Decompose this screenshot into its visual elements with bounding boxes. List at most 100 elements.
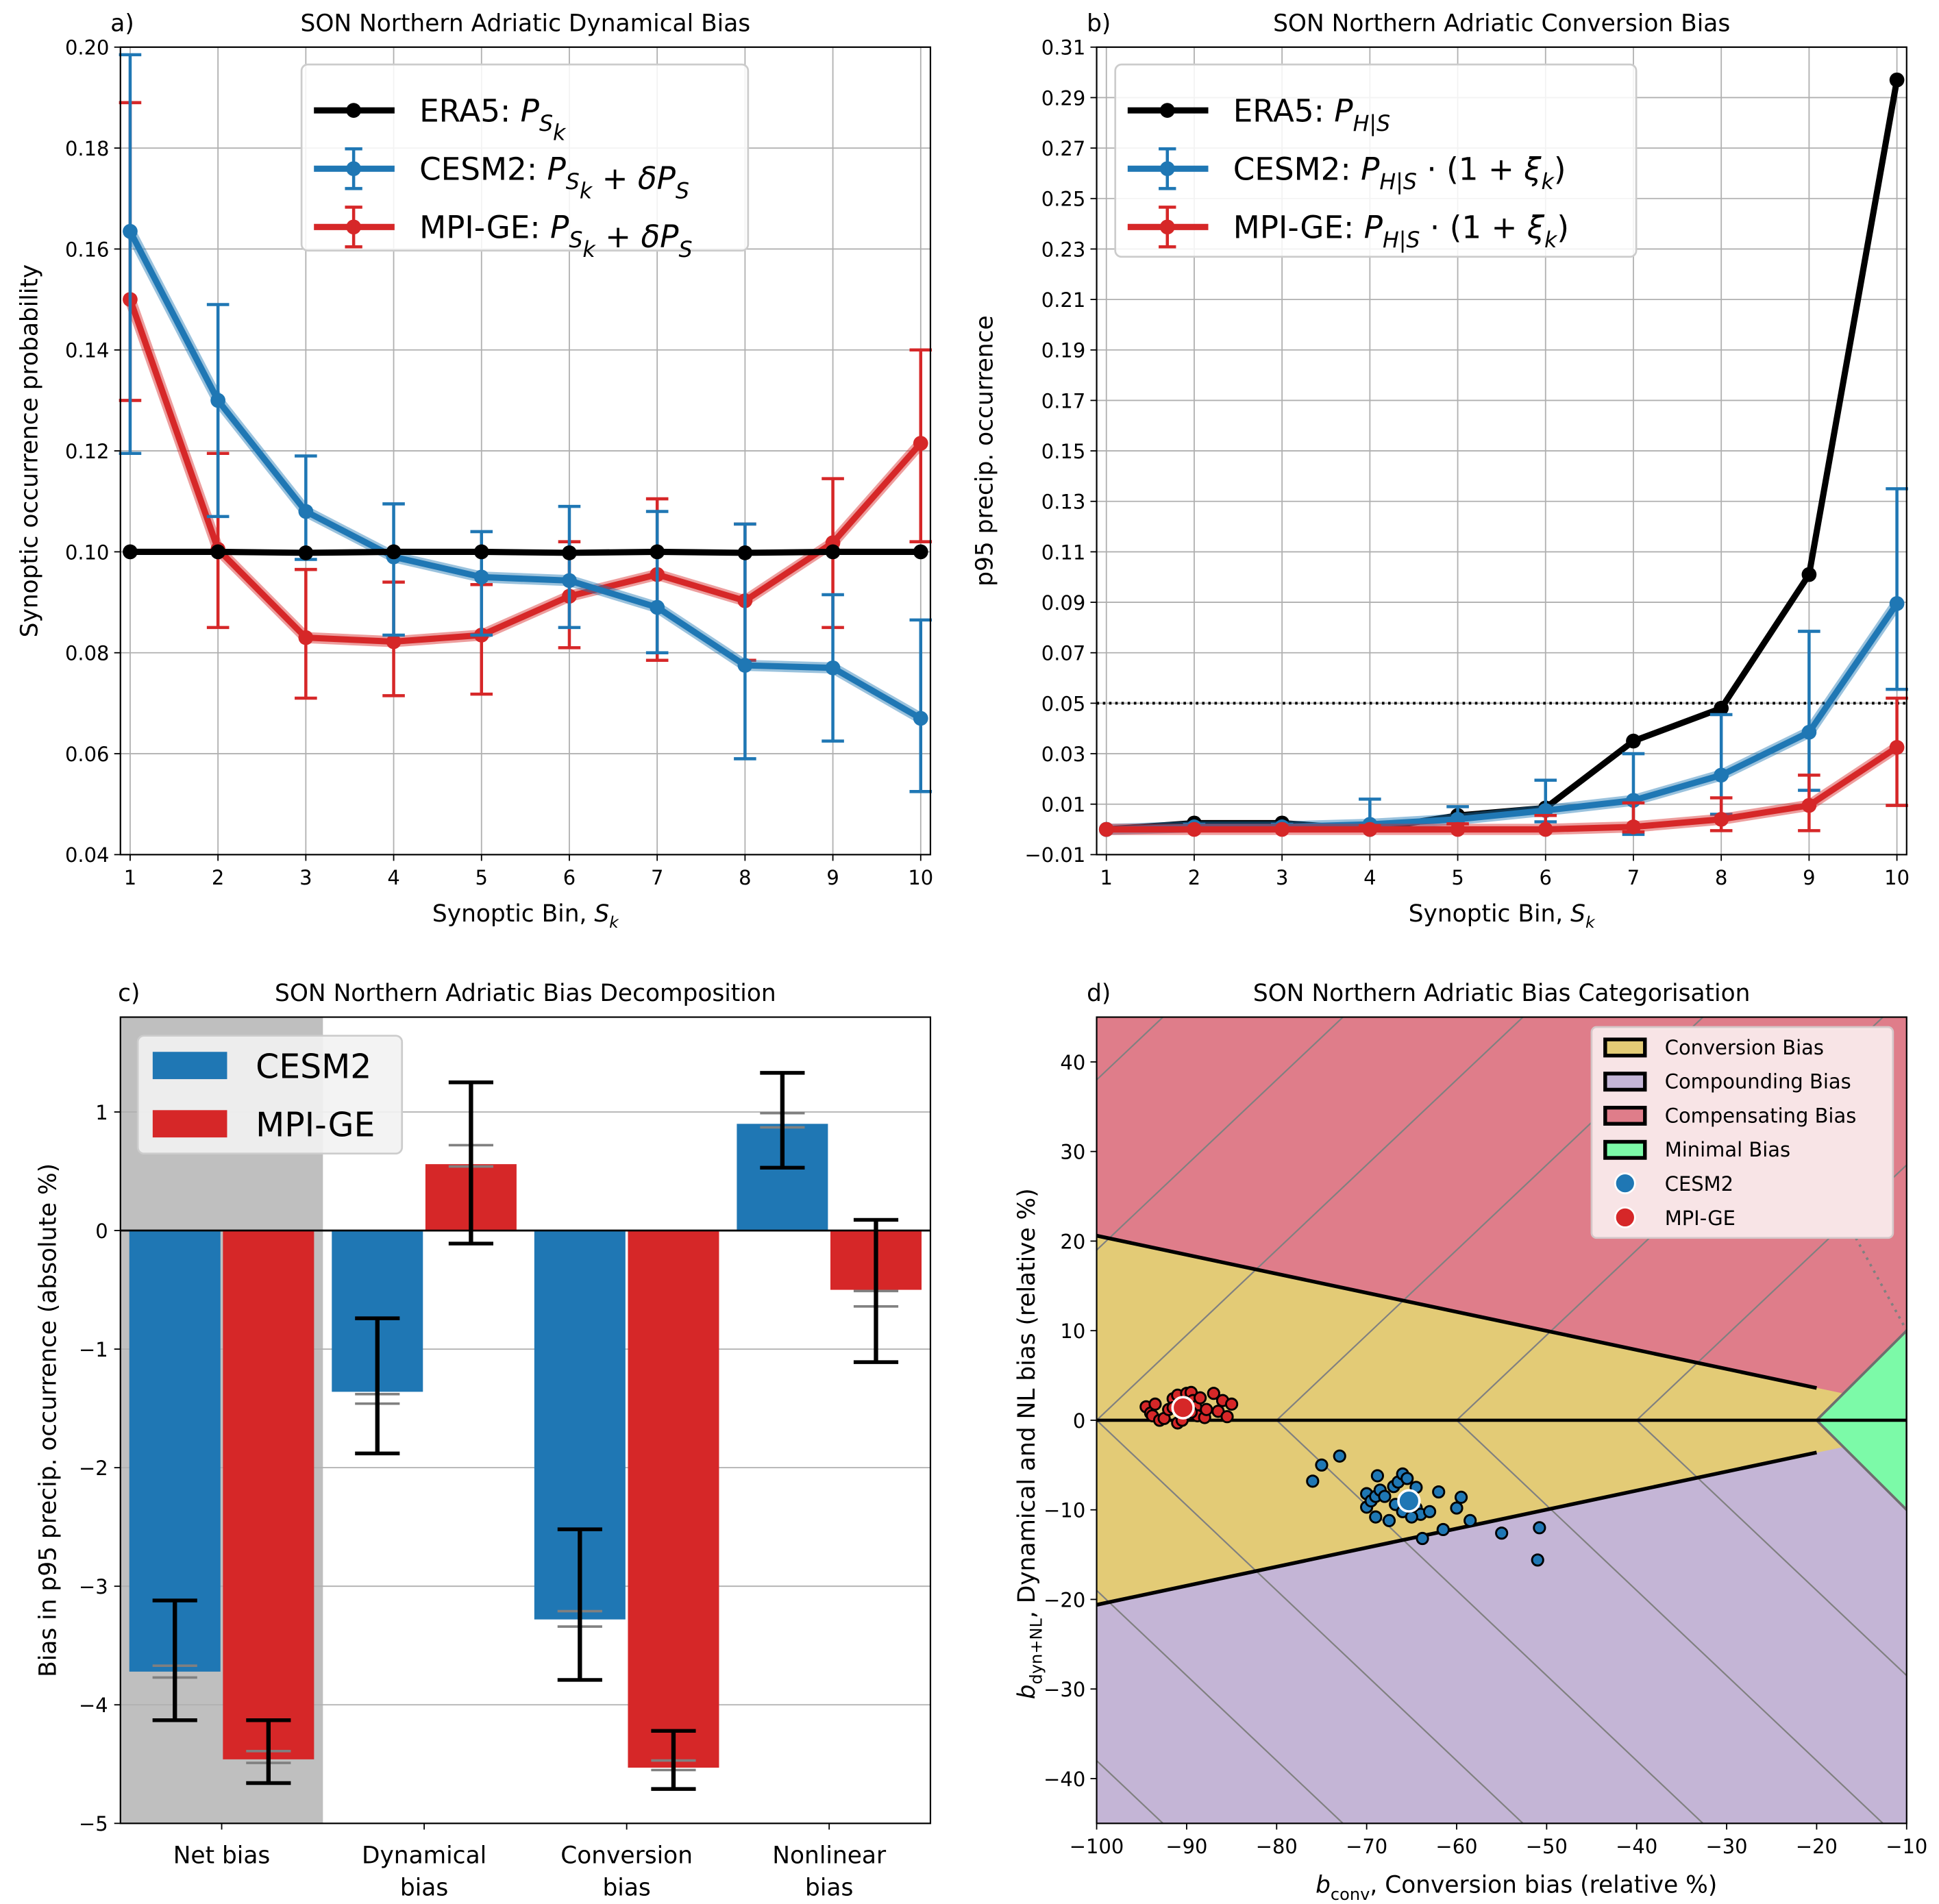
data-point <box>298 504 314 519</box>
member-point <box>1220 1410 1234 1424</box>
x-axis-label: bconv, Conversion bias (relative %) <box>1316 1872 1717 1904</box>
data-point <box>825 660 841 676</box>
legend-label: ERA5: PH|S <box>1233 92 1390 136</box>
data-point <box>1274 821 1290 837</box>
label-part: ERA5: <box>419 92 521 129</box>
y-tick-label: −3 <box>79 1575 108 1598</box>
member-point <box>1207 1387 1220 1400</box>
x-tick-label: 3 <box>1276 866 1288 889</box>
y-tick-label: 0.25 <box>1041 188 1085 211</box>
x-tick-label: −80 <box>1256 1835 1298 1858</box>
label-part: S <box>676 180 689 204</box>
label-part: H|S <box>1353 112 1391 136</box>
y-tick-label: 0.08 <box>65 642 109 665</box>
member-point <box>1200 1402 1213 1416</box>
x-tick-label: −10 <box>1886 1835 1927 1858</box>
legend-frame <box>1590 1026 1894 1239</box>
member-point <box>1370 1469 1384 1483</box>
contour-line <box>1456 1420 1884 1824</box>
legend-label: Compensating Bias <box>1665 1104 1857 1127</box>
data-point <box>473 569 489 585</box>
data-point <box>650 544 665 560</box>
data-point <box>1889 739 1905 755</box>
y-tick-label: 0.27 <box>1041 137 1085 160</box>
data-point <box>298 545 314 560</box>
label-part: b <box>1013 1684 1041 1699</box>
label-part: P <box>521 92 540 129</box>
series-line <box>1106 745 1899 833</box>
label-part: P <box>1334 92 1353 129</box>
label-part: S <box>539 112 553 136</box>
label-part: ERA5: <box>1233 92 1335 129</box>
x-tick-label: 6 <box>563 866 576 889</box>
data-point <box>1889 72 1905 88</box>
label-part: conv <box>1331 1885 1370 1904</box>
label-part: CESM2: <box>419 151 547 188</box>
panel-label: c) <box>118 980 140 1007</box>
label-part: b <box>1316 1872 1331 1899</box>
data-point <box>1537 821 1553 837</box>
label-part: MPI-GE: <box>419 210 550 246</box>
legend: Conversion Bias Compounding Bias Compensat… <box>1590 1026 1894 1239</box>
y-tick-label: −0.01 <box>1025 843 1086 867</box>
x-tick-label: 1 <box>1100 866 1113 889</box>
x-tick-label: bias <box>602 1874 650 1901</box>
x-tick-label: 9 <box>1803 866 1815 889</box>
legend-swatch-marker <box>346 103 361 118</box>
legend-label: Compounding Bias <box>1665 1070 1851 1093</box>
panel-label: a) <box>110 10 134 37</box>
x-tick-label: −70 <box>1346 1835 1387 1858</box>
member-point <box>1454 1490 1468 1504</box>
x-tick-label: bias <box>400 1874 448 1901</box>
y-tick-label: 0.21 <box>1041 288 1085 312</box>
y-tick-label: 0.19 <box>1041 339 1085 362</box>
series-band <box>125 297 925 647</box>
label-part: + <box>592 160 638 197</box>
legend-frame <box>1114 63 1638 258</box>
legend-marker <box>1614 1172 1636 1194</box>
y-axis-label: bdyn+NL, Dynamical and NL bias (relative… <box>1013 1188 1046 1699</box>
y-axis-label: Synoptic occurrence probability <box>16 264 43 638</box>
y-tick-label: 0.07 <box>1041 642 1085 665</box>
data-point <box>1450 821 1466 837</box>
data-point <box>562 545 577 560</box>
y-tick-label: −5 <box>79 1812 108 1835</box>
x-axis-label: Synoptic Bin, Sk <box>1409 900 1596 932</box>
y-tick-label: 0.20 <box>65 36 109 60</box>
y-tick-label: 0.17 <box>1041 389 1085 412</box>
bar <box>129 1231 221 1672</box>
member-point <box>1495 1526 1509 1540</box>
legend-label: MPI-GE <box>1665 1207 1736 1230</box>
x-tick-label: 2 <box>212 866 224 889</box>
data-point <box>913 544 928 560</box>
y-tick-label: −40 <box>1043 1768 1085 1791</box>
y-tick-label: −4 <box>79 1694 108 1717</box>
axes-frame <box>1096 46 1907 856</box>
contour-line <box>1276 1017 1705 1421</box>
panel-b-conversion-bias: b) SON Northern Adriatic Conversion Bias −… <box>971 10 1910 932</box>
member-point <box>1306 1474 1320 1488</box>
y-tick-label: 0.09 <box>1041 591 1085 615</box>
label-part: S <box>678 238 692 262</box>
label-part: , Dynamical and NL bias (relative %) <box>1013 1188 1041 1618</box>
y-tick-label: 0.03 <box>1041 743 1085 766</box>
panel-label: b) <box>1087 10 1111 37</box>
legend-label: CESM2 <box>1665 1172 1733 1196</box>
x-tick-label: Net bias <box>173 1842 271 1869</box>
data-point <box>1362 821 1378 837</box>
x-tick-label: 5 <box>476 866 488 889</box>
x-axis-label: Synoptic Bin, Sk <box>432 900 619 932</box>
panel-a-dynamical-bias: a) SON Northern Adriatic Dynamical Bias 0.… <box>16 10 933 932</box>
x-axis-label-var: S <box>1570 900 1585 928</box>
x-tick-label: −100 <box>1070 1835 1124 1858</box>
y-tick-label: 0.06 <box>65 743 109 766</box>
y-tick-label: 40 <box>1060 1051 1085 1074</box>
x-tick-label: Dynamical <box>362 1842 486 1869</box>
y-tick-label: 0.16 <box>65 238 109 261</box>
y-tick-label: 0.11 <box>1041 541 1085 564</box>
member-point <box>1315 1458 1329 1472</box>
label-part: k <box>580 180 593 204</box>
member-point <box>1225 1397 1239 1411</box>
y-tick-label: −2 <box>79 1457 108 1480</box>
